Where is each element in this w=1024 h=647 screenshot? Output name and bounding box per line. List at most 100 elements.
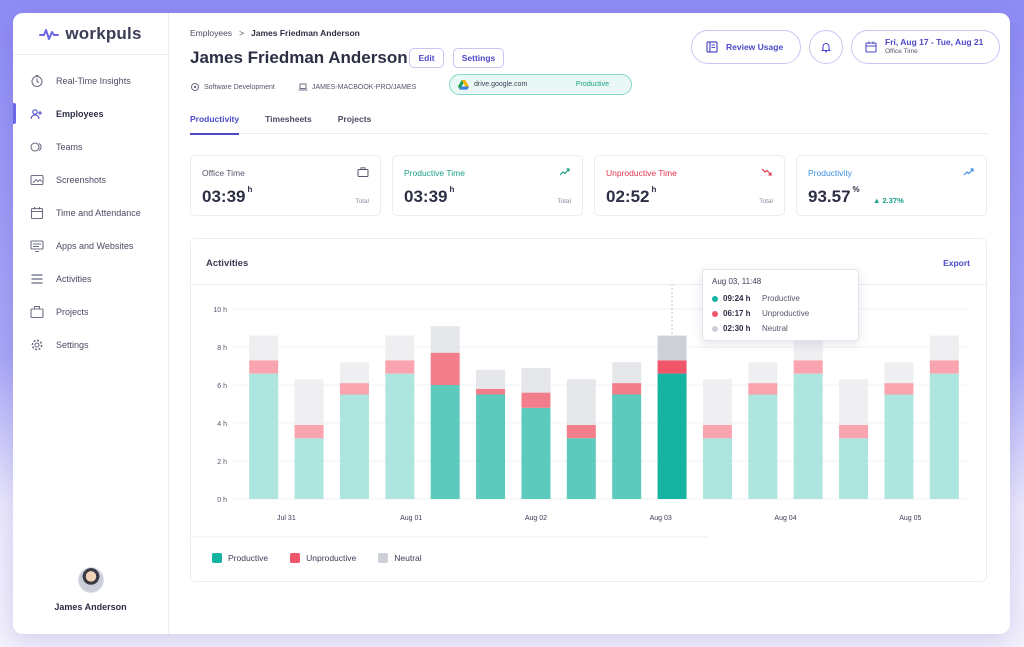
sidebar-item-settings[interactable]: Settings <box>13 328 168 361</box>
tooltip-row-productive: 09:24 h Productive <box>712 291 849 306</box>
date-range-sub: Office Time <box>885 48 918 56</box>
x-tick-label: Aug 02 <box>525 515 547 522</box>
breadcrumb: Employees > James Friedman Anderson <box>190 28 360 38</box>
date-range-value: Fri, Aug 17 - Tue, Aug 21 <box>885 37 984 48</box>
users-icon <box>30 107 44 121</box>
sidebar-item-activities[interactable]: Activities <box>13 262 168 295</box>
user-profile[interactable]: James Anderson <box>13 567 168 612</box>
y-tick-label: 10 h <box>213 307 227 314</box>
legend-neutral[interactable]: Neutral <box>378 553 422 563</box>
logo[interactable]: workpuls <box>13 13 168 55</box>
bar-segment-productive <box>385 373 415 499</box>
y-tick-label: 4 h <box>217 421 227 428</box>
tooltip-row-unproductive: 06:17 h Unproductive <box>712 306 849 321</box>
bar-segment-productive <box>884 394 914 499</box>
tooltip-value: 06:17 h <box>723 309 751 318</box>
trend-up-icon <box>963 168 974 176</box>
sidebar-item-time-and-attendance[interactable]: Time and Attendance <box>13 196 168 229</box>
date-range-picker[interactable]: Fri, Aug 17 - Tue, Aug 21 Office Time <box>851 30 1000 64</box>
x-tick-label: Aug 04 <box>774 515 796 522</box>
activities-chart[interactable]: 0 h 2 h 4 h 6 h 8 h 10 h Jul 31 Aug 01 Aug 02 Aug… <box>191 284 988 539</box>
user-name: James Anderson <box>54 602 127 612</box>
app-window: workpuls Real-Time Insights Employees Team… <box>13 13 1010 634</box>
date-range-text: Fri, Aug 17 - Tue, Aug 21 Office Time <box>885 37 984 56</box>
review-usage-button[interactable]: Review Usage <box>691 30 801 64</box>
breadcrumb-employees[interactable]: Employees <box>190 28 233 38</box>
sidebar-item-label: Settings <box>56 339 89 350</box>
bar-segment-productive <box>566 438 596 499</box>
legend-swatch <box>212 553 222 563</box>
card-office-time: Office Time 03:39 h Total <box>190 155 381 216</box>
x-tick-label: Jul 31 <box>277 515 296 522</box>
sidebar-item-screenshots[interactable]: Screenshots <box>13 163 168 196</box>
sidebar-item-label: Screenshots <box>56 174 107 185</box>
tab-projects[interactable]: Projects <box>337 114 372 124</box>
bar-segment-productive <box>294 438 324 499</box>
card-unproductive-time: Unproductive Time 02:52 h Total <box>594 155 785 216</box>
bar-segment-neutral <box>566 379 596 425</box>
card-total: Total <box>355 198 369 205</box>
edit-button[interactable]: Edit <box>409 48 444 68</box>
teams-icon <box>30 140 44 154</box>
legend-label: Neutral <box>394 553 422 563</box>
x-tick-label: Aug 05 <box>899 515 921 522</box>
card-value: 03:39 h <box>202 185 253 206</box>
sidebar: workpuls Real-Time Insights Employees Team… <box>13 13 169 634</box>
sidebar-item-label: Time and Attendance <box>56 207 141 218</box>
bar-segment-unproductive <box>339 383 369 395</box>
bar-segment-neutral <box>839 379 869 425</box>
bar-segment-unproductive <box>294 424 324 439</box>
sidebar-item-label: Activities <box>56 273 92 284</box>
current-app-name: drive.google.com <box>474 81 528 88</box>
tooltip-value: 09:24 h <box>723 294 751 303</box>
legend-productive[interactable]: Productive <box>212 553 268 563</box>
bar-segment-unproductive <box>385 360 415 374</box>
settings-button[interactable]: Settings <box>453 48 504 68</box>
sidebar-item-label: Projects <box>56 306 89 317</box>
bar-segment-neutral <box>612 362 642 384</box>
bar-segment-productive <box>929 373 959 499</box>
card-label: Unproductive Time <box>606 168 677 178</box>
bar-segment-productive <box>249 373 279 499</box>
card-value: 93.57% <box>808 185 860 206</box>
review-usage-label: Review Usage <box>726 42 784 52</box>
bar-segment-unproductive <box>430 352 460 385</box>
sidebar-item-label: Teams <box>56 141 83 152</box>
computer-label: JAMES-MACBOOK-PRO/JAMES <box>312 83 417 91</box>
bar-segment-productive <box>476 394 506 499</box>
tab-productivity[interactable]: Productivity <box>190 114 240 135</box>
bar-segment-productive <box>748 394 778 499</box>
legend-swatch <box>290 553 301 563</box>
divider <box>191 284 986 285</box>
tooltip-label: Unproductive <box>762 309 810 318</box>
sidebar-item-teams[interactable]: Teams <box>13 130 168 163</box>
sidebar-item-employees[interactable]: Employees <box>13 97 168 130</box>
briefcase-icon <box>357 167 369 177</box>
bar-segment-productive <box>521 407 551 499</box>
card-label: Office Time <box>202 168 245 178</box>
bar-segment-unproductive <box>702 424 732 439</box>
briefcase-icon <box>30 305 44 319</box>
notifications-button[interactable] <box>809 30 843 64</box>
x-tick-label: Aug 03 <box>650 515 672 522</box>
trend-up-icon <box>559 168 570 176</box>
bar-segment-neutral <box>430 326 460 353</box>
export-button[interactable]: Export <box>943 258 970 268</box>
bar-segment-unproductive <box>249 360 279 374</box>
sidebar-item-projects[interactable]: Projects <box>13 295 168 328</box>
avatar[interactable] <box>77 567 104 593</box>
sidebar-item-apps-and-websites[interactable]: Apps and Websites <box>13 229 168 262</box>
tab-timesheets[interactable]: Timesheets <box>265 114 312 124</box>
chart-legend: Productive Unproductive Neutral <box>212 553 422 563</box>
sidebar-item-label: Real-Time Insights <box>56 75 131 86</box>
bar-segment-productive <box>657 373 687 499</box>
bar-segment-neutral <box>657 335 687 361</box>
productive-dot-icon <box>712 295 718 302</box>
sidebar-item-real-time-insights[interactable]: Real-Time Insights <box>13 64 168 97</box>
tooltip-value: 02:30 h <box>723 324 751 333</box>
department-label: Software Development <box>204 83 275 91</box>
bar-segment-neutral <box>385 335 415 361</box>
current-app-chip[interactable]: drive.google.com Productive <box>449 74 632 95</box>
productivity-delta: ▲ 2.37% <box>873 196 904 205</box>
legend-unproductive[interactable]: Unproductive <box>290 553 356 563</box>
